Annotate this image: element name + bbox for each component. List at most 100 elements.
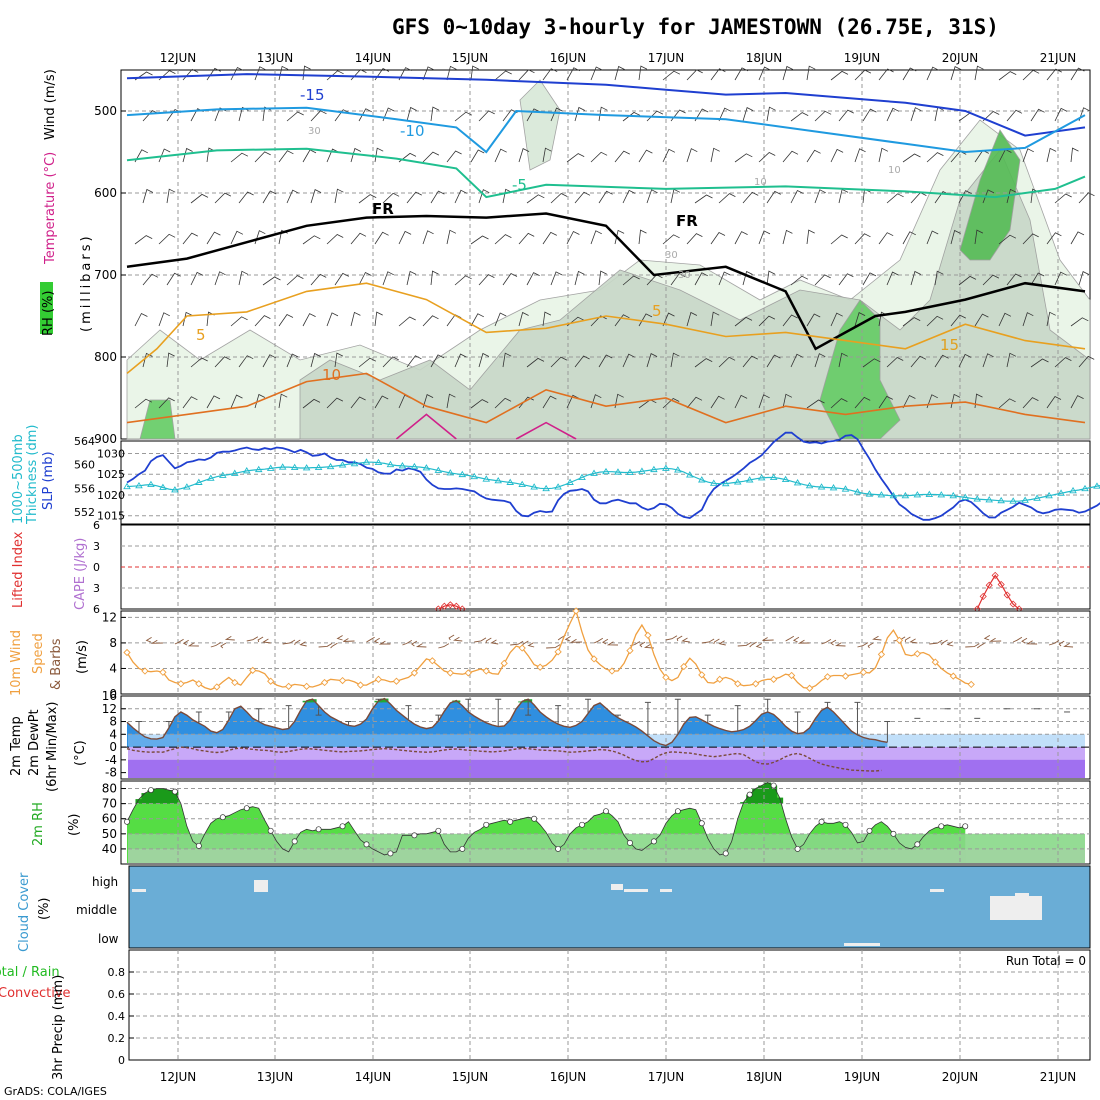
- wind-barb: [590, 315, 607, 327]
- slp-marker: [290, 463, 299, 471]
- wind-barb: [254, 393, 266, 409]
- rh-marker: [627, 839, 633, 846]
- top-date-label: 12JUN: [160, 51, 197, 65]
- wind-barb: [734, 316, 753, 327]
- cloud-block: [624, 889, 648, 892]
- temperature-contour: [126, 73, 1086, 137]
- thickness-slp-lines: [123, 431, 1100, 521]
- wind-speed-marker: [482, 667, 490, 675]
- wind-barb: [878, 395, 893, 409]
- wind-barb: [406, 270, 417, 286]
- wind-10m-barb: [602, 638, 609, 645]
- wind-barb: [1078, 192, 1095, 204]
- wind-speed-marker: [626, 646, 634, 655]
- wind-10m-barb: [929, 639, 943, 645]
- wind-barb: [430, 190, 445, 204]
- slp-marker: [889, 491, 898, 499]
- rh-marker: [363, 841, 370, 848]
- cloud-cover-label: Cloud Cover: [17, 872, 32, 952]
- tick-label: 4: [109, 661, 117, 675]
- tick-label: 60: [102, 812, 117, 826]
- wind-10m-barb: [564, 636, 571, 642]
- wind-barb: [494, 312, 507, 327]
- cape-label: CAPE (J/kg): [73, 538, 88, 610]
- wind-barb: [238, 191, 254, 204]
- wind-barb: [1030, 108, 1045, 122]
- minmax-whisker: [764, 698, 771, 712]
- wind-speed-marker: [500, 659, 508, 667]
- minmax-whisker: [674, 698, 681, 735]
- rh-marker: [147, 787, 154, 794]
- wind-barb: [710, 68, 726, 81]
- slp-marker: [338, 461, 347, 468]
- slp-marker: [793, 479, 802, 486]
- top-date-label: 18JUN: [746, 51, 783, 65]
- wind-barb: [710, 311, 720, 327]
- temp-units-label: (°C): [73, 740, 88, 766]
- wind-barb: [982, 274, 1000, 286]
- thickness-slp-frame: [120, 440, 1091, 525]
- wind-barb: [182, 311, 193, 327]
- wind-speed-marker: [446, 669, 454, 677]
- slp-marker: [949, 491, 958, 499]
- wind-barb: [1022, 69, 1040, 81]
- wind-10m-barb: [1058, 640, 1065, 647]
- wind-barb: [302, 235, 321, 245]
- wind-barb: [446, 229, 457, 245]
- wind-barb: [574, 355, 590, 368]
- wind-barb: [1006, 273, 1022, 286]
- wind-10m-barb: [546, 644, 561, 649]
- wind-barb: [230, 152, 249, 163]
- wind-barb: [574, 191, 591, 204]
- wind-barb: [742, 107, 754, 122]
- rh-marker: [339, 823, 346, 830]
- wind-barb: [902, 67, 917, 81]
- wind-barb: [470, 149, 485, 163]
- wind-barb: [590, 66, 603, 81]
- wind-speed-marker: [356, 681, 365, 689]
- contour-label: 30: [678, 270, 691, 281]
- wind-barb: [478, 352, 490, 368]
- wind-barb: [742, 355, 758, 368]
- cloud-units-label: (%): [37, 898, 52, 921]
- minmax-whisker: [465, 698, 472, 712]
- cloud-block: [611, 884, 623, 890]
- wind-barb: [718, 356, 736, 368]
- wind-barb: [1070, 317, 1089, 327]
- wind-barb: [406, 106, 417, 122]
- wind-barb: [286, 353, 299, 368]
- rh-marker: [243, 805, 250, 812]
- rh-lowest-band: [128, 848, 1085, 863]
- rh-shade: [519, 79, 561, 171]
- rh-marker: [818, 818, 825, 825]
- dewpt-line: [126, 746, 882, 772]
- wind-barb: [814, 353, 826, 368]
- wind-barb: [134, 149, 148, 163]
- wind-barb: [350, 311, 361, 327]
- wind-barb: [814, 110, 832, 122]
- wind-barb: [622, 275, 640, 286]
- slp-marker: [470, 472, 479, 480]
- wind-barb: [878, 68, 894, 81]
- wind-barb: [214, 356, 231, 368]
- temperature-contour: [126, 372, 1086, 424]
- tick-label: -4: [105, 753, 117, 767]
- wind-10m-barb: [665, 635, 678, 641]
- contour-label: -10: [400, 122, 425, 140]
- rh-marker: [914, 841, 921, 848]
- minmax-whisker: [734, 705, 741, 732]
- minmax-whisker: [165, 721, 172, 728]
- wind-barb: [854, 69, 872, 81]
- wind-barb: [934, 354, 949, 368]
- wind-barb: [1070, 395, 1084, 409]
- wind-barb: [958, 353, 972, 368]
- wind-10m-barb: [821, 639, 832, 645]
- slp-marker: [805, 481, 814, 489]
- lifted-index-tick: 3: [93, 582, 100, 595]
- wind-barb: [782, 393, 793, 409]
- wind-barb: [494, 234, 512, 245]
- wind-barb: [902, 317, 921, 327]
- wind-barb: [758, 230, 771, 245]
- wind-barb: [742, 270, 753, 286]
